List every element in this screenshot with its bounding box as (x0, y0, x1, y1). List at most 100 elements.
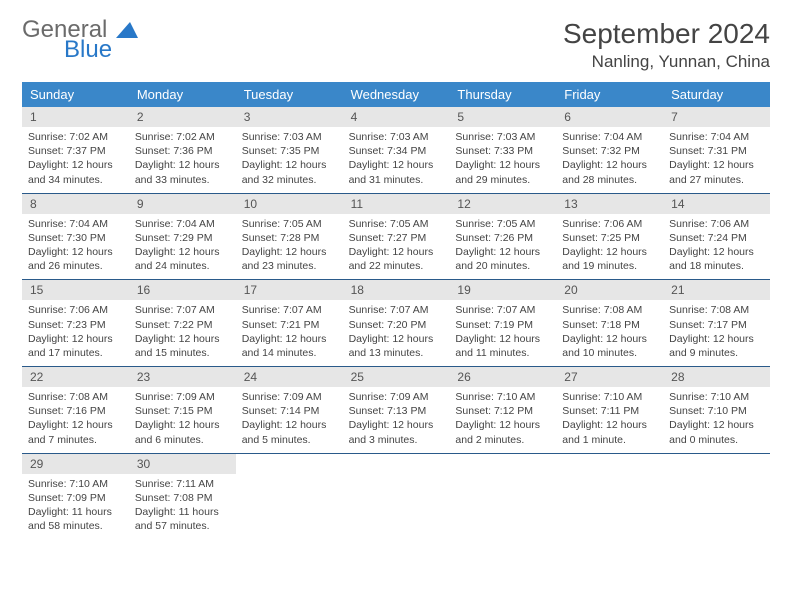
day-body: Sunrise: 7:06 AMSunset: 7:25 PMDaylight:… (556, 214, 663, 280)
day-number: 24 (236, 367, 343, 387)
daylight-line: Daylight: 12 hours and 0 minutes. (669, 418, 764, 446)
day-cell: 22Sunrise: 7:08 AMSunset: 7:16 PMDayligh… (22, 367, 129, 453)
day-body: Sunrise: 7:04 AMSunset: 7:32 PMDaylight:… (556, 127, 663, 193)
daylight-line: Daylight: 12 hours and 22 minutes. (349, 245, 444, 273)
day-body: Sunrise: 7:05 AMSunset: 7:26 PMDaylight:… (449, 214, 556, 280)
day-number: 29 (22, 454, 129, 474)
weekday-header: Monday (129, 82, 236, 107)
day-body: Sunrise: 7:04 AMSunset: 7:30 PMDaylight:… (22, 214, 129, 280)
title-block: September 2024 Nanling, Yunnan, China (563, 18, 770, 72)
daylight-line: Daylight: 12 hours and 1 minute. (562, 418, 657, 446)
sunset-line: Sunset: 7:24 PM (669, 231, 764, 245)
sunset-line: Sunset: 7:16 PM (28, 404, 123, 418)
sunset-line: Sunset: 7:21 PM (242, 318, 337, 332)
daylight-line: Daylight: 12 hours and 31 minutes. (349, 158, 444, 186)
day-number: 25 (343, 367, 450, 387)
day-body: Sunrise: 7:06 AMSunset: 7:24 PMDaylight:… (663, 214, 770, 280)
sunrise-line: Sunrise: 7:04 AM (135, 217, 230, 231)
sunrise-line: Sunrise: 7:10 AM (562, 390, 657, 404)
sunrise-line: Sunrise: 7:07 AM (135, 303, 230, 317)
day-cell: .. (236, 454, 343, 540)
day-body: Sunrise: 7:05 AMSunset: 7:27 PMDaylight:… (343, 214, 450, 280)
daylight-line: Daylight: 12 hours and 13 minutes. (349, 332, 444, 360)
sunrise-line: Sunrise: 7:09 AM (135, 390, 230, 404)
sunset-line: Sunset: 7:34 PM (349, 144, 444, 158)
sunset-line: Sunset: 7:36 PM (135, 144, 230, 158)
day-number: 14 (663, 194, 770, 214)
day-cell: 26Sunrise: 7:10 AMSunset: 7:12 PMDayligh… (449, 367, 556, 453)
sunset-line: Sunset: 7:09 PM (28, 491, 123, 505)
sunset-line: Sunset: 7:33 PM (455, 144, 550, 158)
day-body: Sunrise: 7:09 AMSunset: 7:13 PMDaylight:… (343, 387, 450, 453)
day-cell: 1Sunrise: 7:02 AMSunset: 7:37 PMDaylight… (22, 107, 129, 193)
day-number: 5 (449, 107, 556, 127)
sunrise-line: Sunrise: 7:06 AM (28, 303, 123, 317)
sunset-line: Sunset: 7:37 PM (28, 144, 123, 158)
daylight-line: Daylight: 12 hours and 11 minutes. (455, 332, 550, 360)
day-number: 28 (663, 367, 770, 387)
day-body: Sunrise: 7:11 AMSunset: 7:08 PMDaylight:… (129, 474, 236, 540)
daylight-line: Daylight: 12 hours and 32 minutes. (242, 158, 337, 186)
day-cell: 23Sunrise: 7:09 AMSunset: 7:15 PMDayligh… (129, 367, 236, 453)
sunset-line: Sunset: 7:13 PM (349, 404, 444, 418)
week-row: 15Sunrise: 7:06 AMSunset: 7:23 PMDayligh… (22, 280, 770, 367)
day-cell: 5Sunrise: 7:03 AMSunset: 7:33 PMDaylight… (449, 107, 556, 193)
sunset-line: Sunset: 7:10 PM (669, 404, 764, 418)
day-body: Sunrise: 7:08 AMSunset: 7:18 PMDaylight:… (556, 300, 663, 366)
weekday-header: Tuesday (236, 82, 343, 107)
sunrise-line: Sunrise: 7:05 AM (455, 217, 550, 231)
triangle-icon (116, 20, 142, 45)
day-body: Sunrise: 7:10 AMSunset: 7:11 PMDaylight:… (556, 387, 663, 453)
sunrise-line: Sunrise: 7:09 AM (349, 390, 444, 404)
sunrise-line: Sunrise: 7:08 AM (28, 390, 123, 404)
sunset-line: Sunset: 7:30 PM (28, 231, 123, 245)
day-number: 12 (449, 194, 556, 214)
sunrise-line: Sunrise: 7:03 AM (349, 130, 444, 144)
day-number: 4 (343, 107, 450, 127)
daylight-line: Daylight: 12 hours and 5 minutes. (242, 418, 337, 446)
sunset-line: Sunset: 7:11 PM (562, 404, 657, 418)
logo-part2: Blue (64, 38, 112, 62)
day-number: 15 (22, 280, 129, 300)
day-cell: 18Sunrise: 7:07 AMSunset: 7:20 PMDayligh… (343, 280, 450, 366)
sunrise-line: Sunrise: 7:04 AM (669, 130, 764, 144)
sunset-line: Sunset: 7:20 PM (349, 318, 444, 332)
day-number: 13 (556, 194, 663, 214)
daylight-line: Daylight: 12 hours and 17 minutes. (28, 332, 123, 360)
day-cell: 7Sunrise: 7:04 AMSunset: 7:31 PMDaylight… (663, 107, 770, 193)
daylight-line: Daylight: 12 hours and 3 minutes. (349, 418, 444, 446)
sunrise-line: Sunrise: 7:02 AM (135, 130, 230, 144)
day-cell: 15 Sunrise: 7:06 AMSunset: 7:23 PMDayligh… (22, 280, 129, 366)
sunset-line: Sunset: 7:26 PM (455, 231, 550, 245)
day-body: Sunrise: 7:08 AMSunset: 7:17 PMDaylight:… (663, 300, 770, 366)
day-body: Sunrise: 7:02 AMSunset: 7:37 PMDaylight:… (22, 127, 129, 193)
week-row: 29Sunrise: 7:10 AMSunset: 7:09 PMDayligh… (22, 454, 770, 540)
sunset-line: Sunset: 7:22 PM (135, 318, 230, 332)
day-number: 6 (556, 107, 663, 127)
sunrise-line: Sunrise: 7:09 AM (242, 390, 337, 404)
daylight-line: Daylight: 12 hours and 23 minutes. (242, 245, 337, 273)
sunset-line: Sunset: 7:23 PM (28, 318, 123, 332)
sunset-line: Sunset: 7:29 PM (135, 231, 230, 245)
logo: General Blue (22, 18, 142, 62)
day-cell: 21Sunrise: 7:08 AMSunset: 7:17 PMDayligh… (663, 280, 770, 366)
day-cell: 10Sunrise: 7:05 AMSunset: 7:28 PMDayligh… (236, 194, 343, 280)
sunset-line: Sunset: 7:25 PM (562, 231, 657, 245)
day-body: Sunrise: 7:03 AMSunset: 7:34 PMDaylight:… (343, 127, 450, 193)
sunrise-line: Sunrise: 7:03 AM (455, 130, 550, 144)
day-number: 19 (449, 280, 556, 300)
day-number: 9 (129, 194, 236, 214)
sunset-line: Sunset: 7:12 PM (455, 404, 550, 418)
daylight-line: Daylight: 12 hours and 14 minutes. (242, 332, 337, 360)
day-body: Sunrise: 7:04 AMSunset: 7:29 PMDaylight:… (129, 214, 236, 280)
day-body: Sunrise: 7:03 AMSunset: 7:33 PMDaylight:… (449, 127, 556, 193)
sunrise-line: Sunrise: 7:10 AM (28, 477, 123, 491)
weeks-container: 1Sunrise: 7:02 AMSunset: 7:37 PMDaylight… (22, 107, 770, 539)
day-cell: 13Sunrise: 7:06 AMSunset: 7:25 PMDayligh… (556, 194, 663, 280)
day-cell: 8Sunrise: 7:04 AMSunset: 7:30 PMDaylight… (22, 194, 129, 280)
day-body: Sunrise: 7:05 AMSunset: 7:28 PMDaylight:… (236, 214, 343, 280)
daylight-line: Daylight: 12 hours and 33 minutes. (135, 158, 230, 186)
day-body: Sunrise: 7:10 AMSunset: 7:12 PMDaylight:… (449, 387, 556, 453)
day-number: 16 (129, 280, 236, 300)
day-cell: .. (663, 454, 770, 540)
